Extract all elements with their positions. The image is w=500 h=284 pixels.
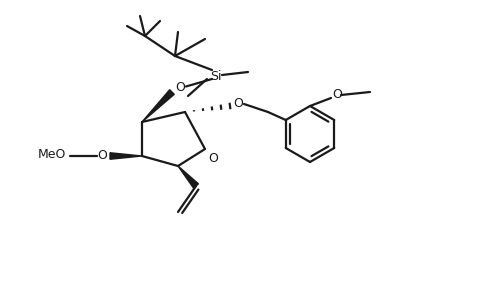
Polygon shape	[178, 166, 199, 188]
Polygon shape	[110, 153, 142, 159]
Polygon shape	[142, 90, 174, 122]
Text: Si: Si	[210, 70, 222, 82]
Text: O: O	[234, 97, 243, 110]
Text: O: O	[332, 89, 342, 101]
Text: O: O	[97, 149, 107, 162]
Text: O: O	[175, 82, 185, 95]
Text: MeO: MeO	[38, 149, 66, 162]
Text: O: O	[208, 151, 218, 164]
